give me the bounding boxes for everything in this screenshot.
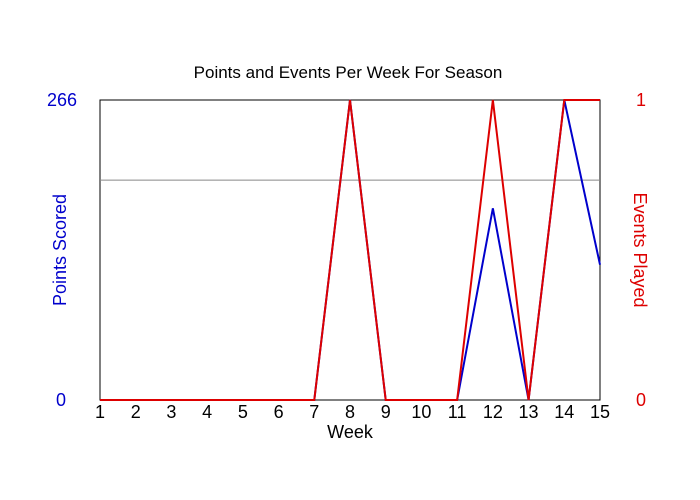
x-axis-label: Week [327, 422, 374, 442]
x-tick-label: 15 [590, 402, 610, 422]
x-tick-label: 14 [554, 402, 574, 422]
right-tick-min: 0 [636, 390, 646, 410]
left-tick-min: 0 [56, 390, 66, 410]
left-tick-max: 266 [47, 90, 77, 110]
x-tick-label: 13 [519, 402, 539, 422]
x-tick-label: 1 [95, 402, 105, 422]
x-tick-label: 2 [131, 402, 141, 422]
chart-title: Points and Events Per Week For Season [194, 63, 503, 82]
right-tick-max: 1 [636, 90, 646, 110]
x-tick-label: 5 [238, 402, 248, 422]
x-tick-label: 9 [381, 402, 391, 422]
right-axis-label: Events Played [630, 192, 650, 307]
x-tick-label: 8 [345, 402, 355, 422]
x-tick-label: 3 [166, 402, 176, 422]
x-tick-label: 6 [274, 402, 284, 422]
x-tick-label: 7 [309, 402, 319, 422]
x-tick-label: 10 [411, 402, 431, 422]
points-scored-line [100, 99, 601, 401]
series-layer [100, 99, 601, 401]
x-tick-label: 11 [448, 402, 467, 422]
left-axis-label: Points Scored [50, 194, 70, 306]
x-tick-label: 12 [483, 402, 503, 422]
events-played-line [100, 99, 600, 401]
x-tick-label: 4 [202, 402, 212, 422]
plot-area [99, 99, 601, 401]
x-tick-labels: 1 2 3 4 5 6 7 8 9 10 11 12 13 14 15 [95, 402, 610, 422]
